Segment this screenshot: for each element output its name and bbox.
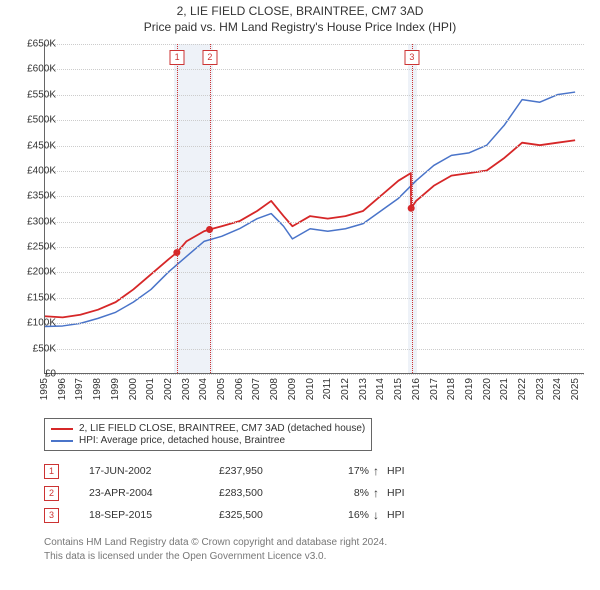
y-tick-label: £550K (16, 89, 56, 100)
x-tick-label: 2005 (216, 378, 227, 400)
y-tick-label: £450K (16, 140, 56, 151)
y-tick-label: £0 (16, 369, 56, 380)
y-tick-label: £250K (16, 242, 56, 253)
legend-label: HPI: Average price, detached house, Brai… (79, 435, 285, 446)
sale-date: 18-SEP-2015 (89, 509, 219, 521)
sale-hpi-label: HPI (387, 487, 417, 499)
sale-hpi-label: HPI (387, 465, 417, 477)
x-tick-label: 2013 (358, 378, 369, 400)
sale-badge: 1 (44, 464, 59, 479)
plot-area: 1 2 3 (44, 44, 584, 374)
legend-swatch (51, 440, 73, 442)
y-tick-label: £500K (16, 115, 56, 126)
sale-hpi-label: HPI (387, 509, 417, 521)
sale-pct: 16% (329, 509, 373, 521)
x-tick-label: 2001 (145, 378, 156, 400)
y-tick-label: £50K (16, 343, 56, 354)
legend-item: 2, LIE FIELD CLOSE, BRAINTREE, CM7 3AD (… (51, 423, 365, 434)
y-tick-label: £650K (16, 39, 56, 50)
sale-price: £237,950 (219, 465, 329, 477)
sale-pct: 8% (329, 487, 373, 499)
x-tick-label: 2011 (322, 378, 333, 400)
sale-date: 23-APR-2004 (89, 487, 219, 499)
sales-table: 1 17-JUN-2002 £237,950 17% ↑ HPI 2 23-AP… (44, 460, 417, 526)
x-tick-label: 2002 (163, 378, 174, 400)
footer-line: This data is licensed under the Open Gov… (44, 550, 387, 564)
sales-row: 2 23-APR-2004 £283,500 8% ↑ HPI (44, 482, 417, 504)
x-tick-label: 2019 (464, 378, 475, 400)
sales-row: 3 18-SEP-2015 £325,500 16% ↓ HPI (44, 504, 417, 526)
legend: 2, LIE FIELD CLOSE, BRAINTREE, CM7 3AD (… (44, 418, 372, 451)
x-tick-label: 1997 (74, 378, 85, 400)
x-tick-label: 2021 (499, 378, 510, 400)
x-tick-label: 1999 (110, 378, 121, 400)
y-tick-label: £100K (16, 318, 56, 329)
sale-badge: 3 (44, 508, 59, 523)
sale-price: £283,500 (219, 487, 329, 499)
arrow-up-icon: ↑ (373, 486, 387, 500)
sale-price: £325,500 (219, 509, 329, 521)
sale-pct: 17% (329, 465, 373, 477)
x-tick-label: 2006 (234, 378, 245, 400)
x-tick-label: 2000 (128, 378, 139, 400)
legend-label: 2, LIE FIELD CLOSE, BRAINTREE, CM7 3AD (… (79, 423, 365, 434)
x-tick-label: 2020 (482, 378, 493, 400)
sale-badge: 2 (44, 486, 59, 501)
y-tick-label: £200K (16, 267, 56, 278)
sale-marker-badge: 1 (170, 50, 185, 65)
legend-swatch (51, 428, 73, 430)
sale-date: 17-JUN-2002 (89, 465, 219, 477)
y-tick-label: £600K (16, 64, 56, 75)
x-tick-label: 2022 (517, 378, 528, 400)
x-tick-label: 2018 (446, 378, 457, 400)
x-tick-label: 2012 (340, 378, 351, 400)
subtitle: Price paid vs. HM Land Registry's House … (0, 20, 600, 34)
sale-marker-badge: 2 (202, 50, 217, 65)
x-tick-label: 2004 (198, 378, 209, 400)
x-tick-label: 2025 (570, 378, 581, 400)
address-title: 2, LIE FIELD CLOSE, BRAINTREE, CM7 3AD (0, 4, 600, 18)
sales-row: 1 17-JUN-2002 £237,950 17% ↑ HPI (44, 460, 417, 482)
arrow-down-icon: ↓ (373, 508, 387, 522)
x-tick-label: 2003 (181, 378, 192, 400)
x-tick-label: 2017 (429, 378, 440, 400)
footer-line: Contains HM Land Registry data © Crown c… (44, 536, 387, 550)
x-tick-label: 2014 (375, 378, 386, 400)
y-tick-label: £400K (16, 165, 56, 176)
x-tick-label: 2010 (305, 378, 316, 400)
footer: Contains HM Land Registry data © Crown c… (44, 536, 387, 563)
x-tick-label: 2009 (287, 378, 298, 400)
x-tick-label: 2023 (535, 378, 546, 400)
x-tick-label: 1996 (57, 378, 68, 400)
arrow-up-icon: ↑ (373, 464, 387, 478)
titles: 2, LIE FIELD CLOSE, BRAINTREE, CM7 3AD P… (0, 0, 600, 34)
x-tick-label: 1995 (39, 378, 50, 400)
x-tick-label: 2015 (393, 378, 404, 400)
y-tick-label: £300K (16, 216, 56, 227)
x-tick-label: 2008 (269, 378, 280, 400)
x-tick-label: 2024 (552, 378, 563, 400)
sale-marker-badge: 3 (404, 50, 419, 65)
y-tick-label: £150K (16, 292, 56, 303)
legend-item: HPI: Average price, detached house, Brai… (51, 435, 365, 446)
x-tick-label: 1998 (92, 378, 103, 400)
x-tick-label: 2007 (251, 378, 262, 400)
y-tick-label: £350K (16, 191, 56, 202)
x-tick-label: 2016 (411, 378, 422, 400)
chart-container: 2, LIE FIELD CLOSE, BRAINTREE, CM7 3AD P… (0, 0, 600, 590)
